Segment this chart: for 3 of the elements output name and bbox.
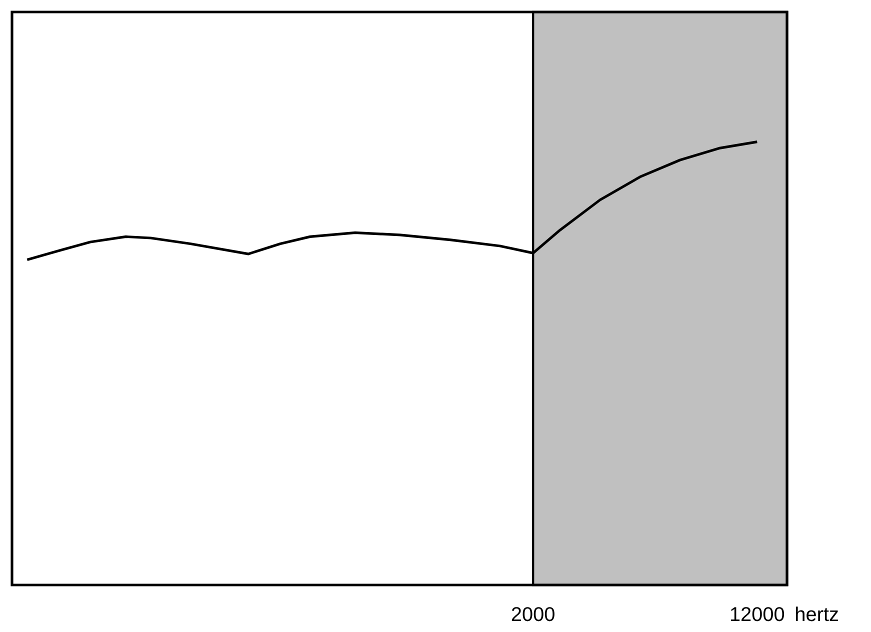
- x-tick-label: 2000: [512, 607, 554, 622]
- x-axis-title: hertz: [796, 606, 838, 622]
- x-tick-label: 12000: [730, 607, 784, 622]
